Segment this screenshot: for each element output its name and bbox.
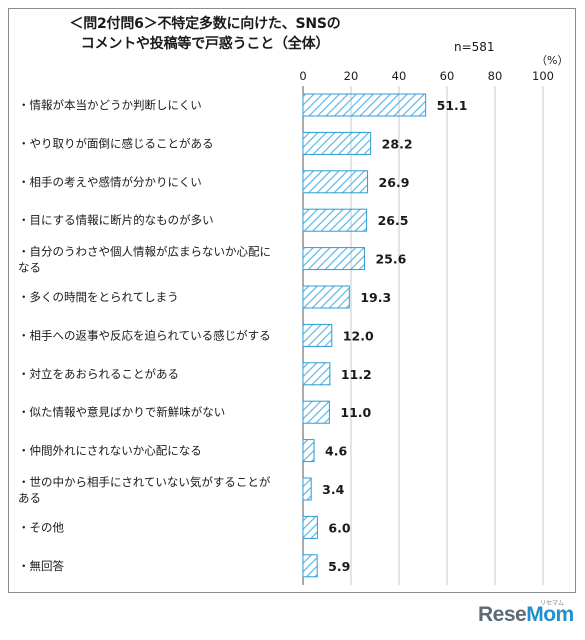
category-label: なる	[18, 261, 41, 275]
value-label: 25.6	[375, 252, 406, 267]
category-label: ・似た情報や意見ばかりで新鮮味がない	[18, 405, 225, 419]
bar	[302, 515, 318, 539]
category-label: ・世の中から相手にされていない気がすることが	[18, 475, 271, 489]
value-label: 11.2	[341, 367, 372, 382]
value-label: 51.1	[437, 98, 468, 113]
x-tick-label: 20	[344, 69, 359, 83]
value-label: 5.9	[328, 559, 350, 574]
bar	[302, 554, 318, 578]
category-label: ある	[18, 491, 41, 505]
category-label: ・自分のうわさや個人情報が広まらないか心配に	[18, 245, 271, 259]
chart-frame	[8, 8, 576, 593]
value-label: 26.9	[379, 175, 410, 190]
sample-size-label: n=581	[454, 40, 495, 54]
category-label: ・多くの時間をとられてしまう	[18, 290, 179, 304]
value-label: 11.0	[340, 405, 371, 420]
bar	[302, 247, 365, 271]
category-label: ・相手への返事や反応を迫られている感じがする	[18, 328, 271, 342]
bar	[302, 400, 330, 424]
logo-part1: Rese	[478, 603, 527, 626]
bar	[302, 93, 427, 117]
value-label: 19.3	[360, 290, 391, 305]
category-label: ・やり取りが面倒に感じることがある	[18, 136, 214, 150]
category-label: ・対立をあおられることがある	[18, 367, 179, 381]
bar	[302, 323, 333, 347]
logo-part2: Mom	[526, 603, 574, 626]
bar	[302, 131, 372, 155]
category-label: ・仲間外れにされないか心配になる	[18, 444, 202, 458]
bar	[302, 208, 368, 232]
bar	[302, 439, 315, 463]
value-label: 3.4	[322, 482, 344, 497]
unit-label: （%）	[536, 54, 569, 67]
x-tick-label: 60	[440, 69, 455, 83]
chart-title-line1: ＜問2付問6＞不特定多数に向けた、SNSの	[69, 16, 341, 32]
category-label: ・無回答	[18, 559, 64, 573]
value-label: 28.2	[382, 136, 413, 151]
value-label: 6.0	[328, 520, 350, 535]
bar	[302, 170, 369, 194]
x-tick-label: 100	[532, 69, 554, 83]
resemom-logo: ReseMom	[478, 603, 574, 627]
chart-title-line2: コメントや投稿等で戸惑うこと（全体）	[80, 36, 330, 52]
category-label: ・情報が本当かどうか判断しにくい	[18, 98, 202, 112]
value-label: 26.5	[378, 213, 409, 228]
x-tick-label: 0	[299, 69, 306, 83]
chart-title: ＜問2付問6＞不特定多数に向けた、SNSの コメントや投稿等で戸惑うこと（全体）	[40, 14, 370, 54]
logo-subtext: リセマム	[540, 600, 565, 607]
value-label: 4.6	[325, 444, 347, 459]
bar	[302, 285, 350, 309]
x-tick-label: 40	[392, 69, 407, 83]
bar	[302, 477, 312, 501]
value-label: 12.0	[343, 328, 374, 343]
category-label: ・その他	[18, 520, 64, 534]
category-label: ・目にする情報に断片的なものが多い	[18, 213, 214, 227]
x-tick-label: 80	[488, 69, 503, 83]
category-label: ・相手の考えや感情が分かりにくい	[18, 175, 202, 189]
bar	[302, 362, 331, 386]
